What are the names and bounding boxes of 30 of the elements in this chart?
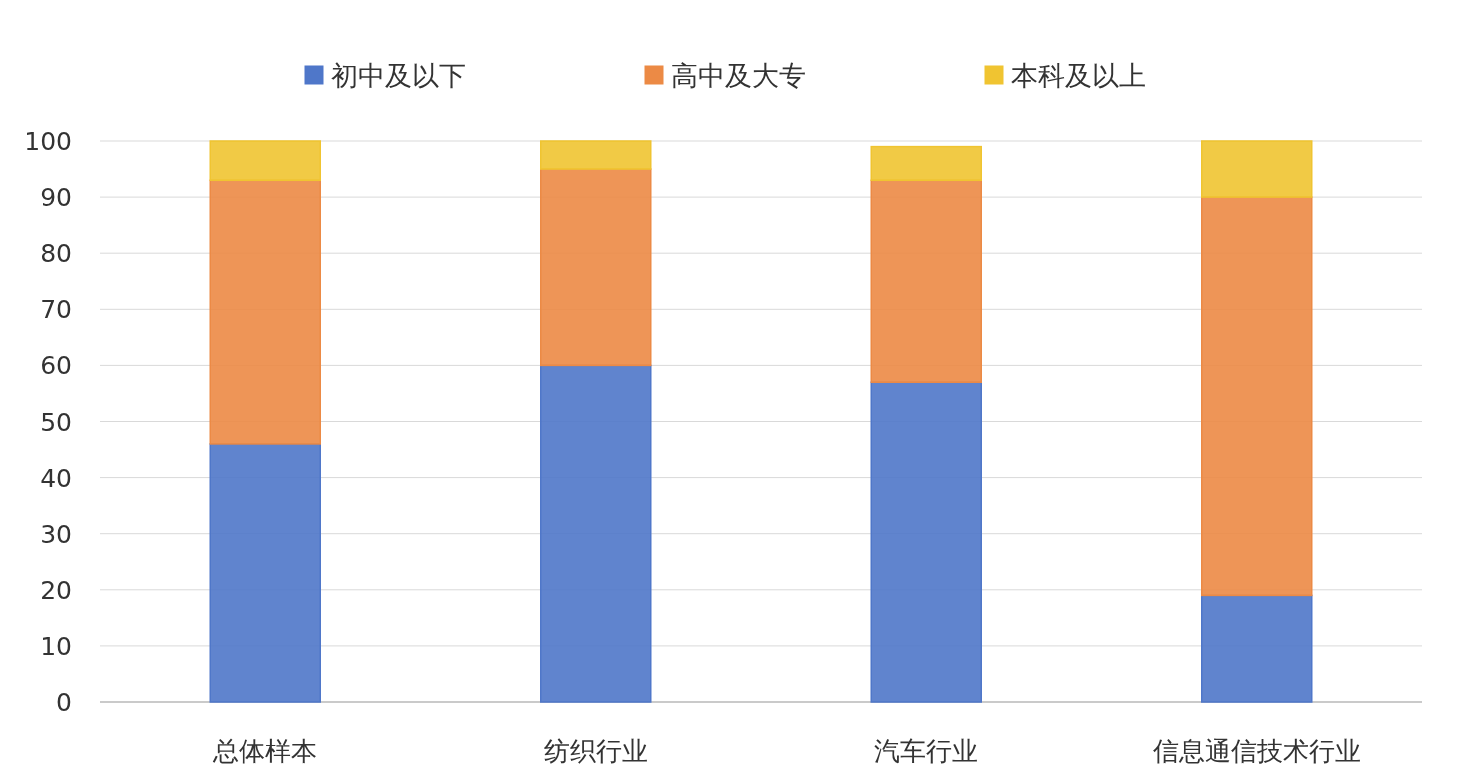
- bar: [209, 179, 321, 445]
- x-tick-label: 汽车行业: [874, 736, 979, 766]
- y-tick-label: 20: [40, 575, 72, 605]
- bar: [870, 179, 982, 383]
- bar: [1201, 594, 1313, 703]
- x-tick-label: 总体样本: [212, 736, 318, 766]
- bar: [1201, 196, 1313, 597]
- bar: [870, 381, 982, 703]
- y-tick-label: 90: [40, 183, 72, 213]
- y-tick-label: 60: [40, 351, 72, 381]
- y-tick-label: 10: [40, 631, 72, 661]
- bar: [209, 443, 321, 703]
- bar: [540, 140, 652, 170]
- x-tick-label: 信息通信技术行业: [1152, 736, 1361, 766]
- bar: [540, 168, 652, 367]
- y-tick-label: 30: [40, 519, 72, 549]
- bar: [1201, 140, 1313, 198]
- y-tick-label: 100: [24, 127, 72, 156]
- bar: [209, 140, 321, 182]
- y-tick-label: 80: [40, 239, 72, 269]
- legend-label: 初中及以下: [331, 60, 466, 91]
- bar: [870, 145, 982, 182]
- bar: [540, 364, 652, 703]
- legend-label: 本科及以上: [1011, 60, 1146, 91]
- y-tick-label: 50: [40, 407, 72, 437]
- legend-label: 高中及大专: [671, 60, 806, 91]
- y-tick-label: 0: [56, 688, 72, 717]
- y-tick-label: 40: [40, 463, 72, 493]
- y-tick-label: 70: [40, 295, 72, 325]
- x-tick-label: 纺织行业: [543, 736, 648, 766]
